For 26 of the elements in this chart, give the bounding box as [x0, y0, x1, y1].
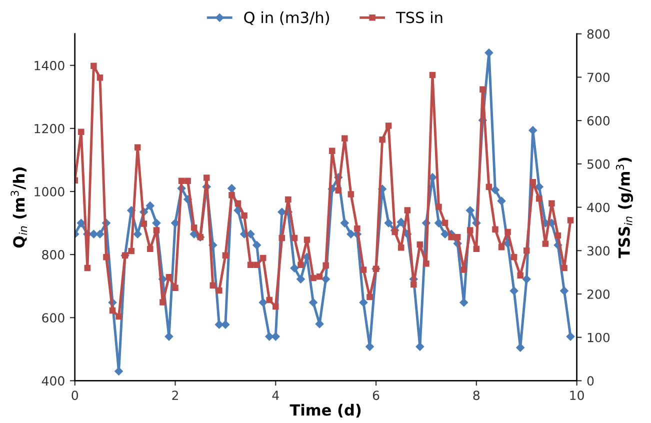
y2-tick-label: 200	[587, 289, 610, 299]
y2-tick-label: 500	[587, 159, 610, 169]
y-tick-label: 800	[42, 250, 64, 260]
x-tick-label: 10	[570, 390, 584, 400]
y2-tick-label: 800	[587, 29, 610, 39]
y2-axis-title: TSS$_{in}$ (g/m$^{3}$)	[616, 158, 634, 258]
y2-tick-label: 0	[587, 376, 594, 386]
y-axis-title: Q$_{in}$ (m$^{3}$/h)	[10, 167, 27, 248]
y2-tick-label: 400	[587, 202, 610, 212]
x-tick-label: 2	[172, 390, 178, 400]
y2-tick-label: 100	[588, 332, 610, 342]
x-tick-label: 8	[473, 390, 480, 400]
y2-tick-label: 700	[588, 72, 610, 82]
y-tick-label: 1000	[34, 186, 64, 196]
x-tick-label: 0	[72, 390, 78, 400]
x-tick-label: 4	[272, 390, 279, 400]
legend-label: Q in (m3/h)	[244, 11, 329, 26]
y2-tick-label: 300	[587, 246, 610, 256]
y-tick-label: 1200	[34, 124, 64, 134]
y2-tick-label: 600	[587, 116, 610, 126]
y-tick-label: 400	[42, 376, 64, 386]
x-axis-title: Time (d)	[290, 404, 361, 418]
legend-label: TSS in	[396, 11, 442, 24]
y-tick-label: 1400	[34, 60, 64, 70]
y-tick-label: 600	[42, 313, 64, 323]
x-tick-label: 6	[372, 390, 380, 400]
